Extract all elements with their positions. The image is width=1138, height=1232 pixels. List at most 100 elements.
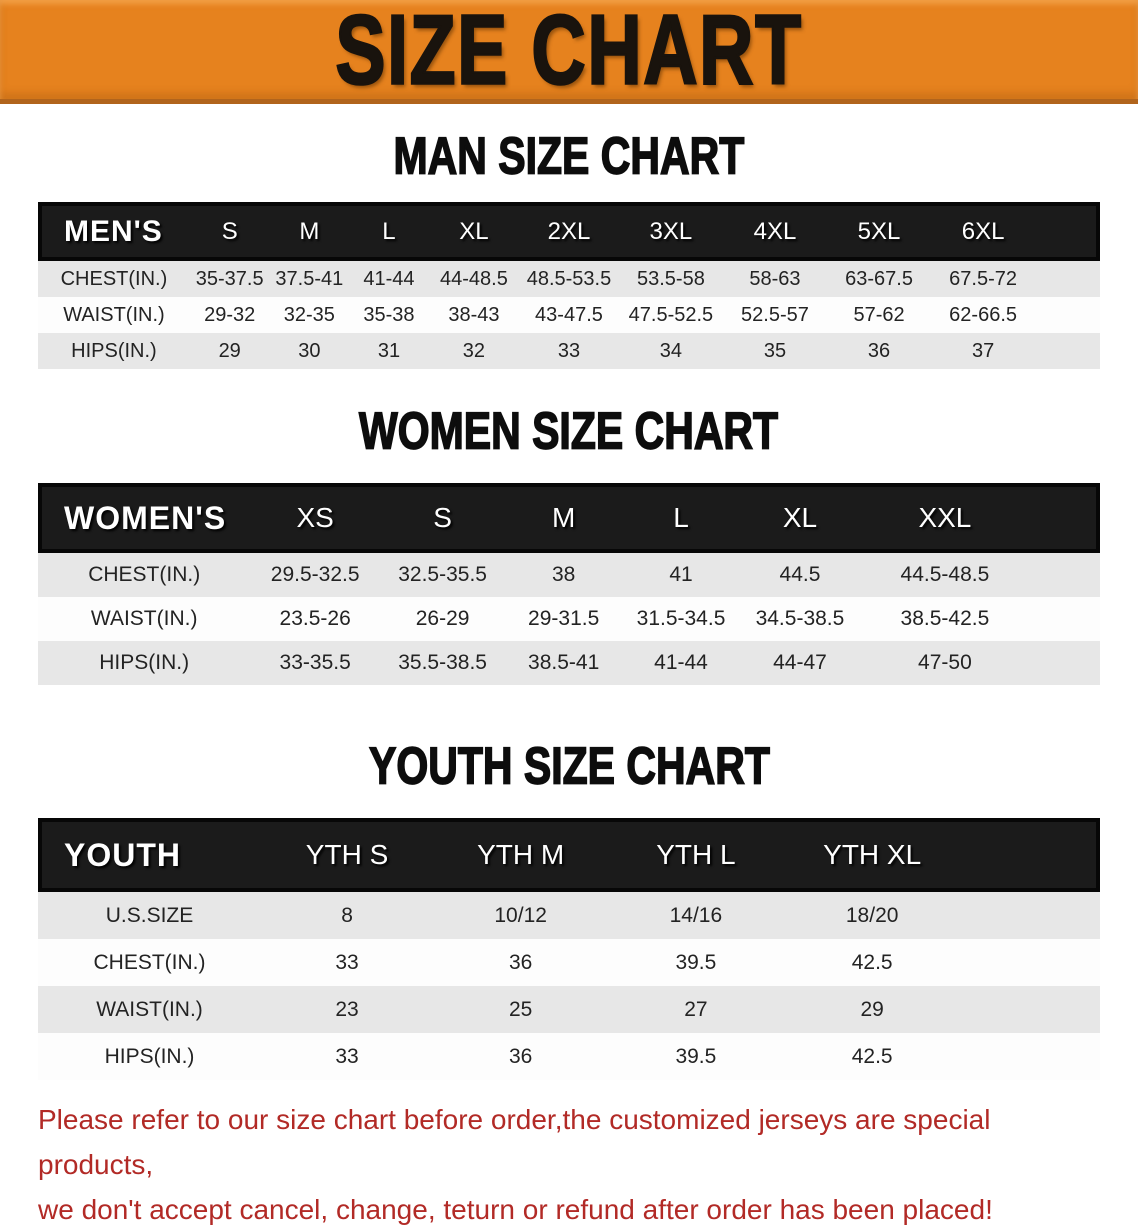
row-label: WAIST(IN.): [38, 297, 190, 333]
row-label: WAIST(IN.): [38, 986, 262, 1033]
table-cell: 29: [189, 333, 270, 369]
table-row: CHEST(IN.) 29.5-32.5 32.5-35.5 38 41 44.5 44.5…: [38, 553, 1100, 597]
column-header: 2XL: [519, 202, 619, 261]
table-cell: 14/16: [608, 892, 784, 939]
table-cell: 32-35: [269, 297, 350, 333]
table-cell: 38.5-41: [505, 641, 623, 685]
table-cell: 33: [519, 333, 619, 369]
section-heading-text: MAN SIZE CHART: [393, 126, 745, 186]
section-heading-youth: YOUTH SIZE CHART: [0, 739, 1138, 793]
table-row: HIPS(IN.) 33 36 39.5 42.5: [38, 1033, 1100, 1080]
table-cell: 29.5-32.5: [250, 553, 380, 597]
table-cell: 37.5-41: [269, 261, 350, 297]
disclaimer: Please refer to our size chart before or…: [0, 1097, 1138, 1232]
row-label: WAIST(IN.): [38, 597, 251, 641]
table-cell: 32: [428, 333, 520, 369]
men-size-section: MAN SIZE CHART MEN'S S M L XL 2XL 3XL 4XL 5XL 6XL…: [0, 126, 1138, 369]
table-row: WAIST(IN.) 23 25 27 29: [38, 986, 1100, 1033]
row-label: HIPS(IN.): [38, 641, 251, 685]
women-size-section: WOMEN SIZE CHART WOMEN'S XS S M L XL XXL CHEST(…: [0, 404, 1138, 685]
table-cell: 67.5-72: [931, 261, 1036, 297]
table-cell: 26-29: [379, 597, 506, 641]
spacer-cell: [960, 818, 1100, 892]
column-header: L: [349, 202, 429, 261]
row-label: CHEST(IN.): [38, 553, 251, 597]
table-cell: 31.5-34.5: [622, 597, 740, 641]
table-cell: 62-66.5: [931, 297, 1036, 333]
table-row: HIPS(IN.) 29 30 31 32 33 34 35 36 37: [38, 333, 1100, 369]
size-header-row: MEN'S S M L XL 2XL 3XL 4XL 5XL 6XL: [38, 202, 1100, 261]
column-header: XL: [428, 202, 520, 261]
spacer-cell: [1029, 641, 1100, 685]
column-header: YTH M: [433, 818, 609, 892]
youth-size-section: YOUTH SIZE CHART YOUTH YTH S YTH M YTH L YTH…: [0, 739, 1138, 1080]
table-cell: 44.5: [739, 553, 860, 597]
disclaimer-line: we don't accept cancel, change, teturn o…: [38, 1194, 993, 1225]
table-cell: 36: [433, 1033, 609, 1080]
table-cell: 47.5-52.5: [618, 297, 723, 333]
table-cell: 29: [783, 986, 961, 1033]
table-row: HIPS(IN.) 33-35.5 35.5-38.5 38.5-41 41-44 44-…: [38, 641, 1100, 685]
table-cell: 44-47: [739, 641, 860, 685]
column-header: YTH S: [261, 818, 434, 892]
table-title-cell: YOUTH: [38, 818, 262, 892]
table-cell: 35.5-38.5: [379, 641, 506, 685]
table-cell: 18/20: [783, 892, 961, 939]
row-label: HIPS(IN.): [38, 333, 190, 369]
table-cell: 27: [608, 986, 784, 1033]
table-cell: 41-44: [349, 261, 429, 297]
table-cell: 34: [618, 333, 723, 369]
column-header: 5XL: [827, 202, 932, 261]
row-label: CHEST(IN.): [38, 939, 262, 986]
table-cell: 32.5-35.5: [379, 553, 506, 597]
table-cell: 10/12: [433, 892, 609, 939]
column-header: YTH XL: [783, 818, 961, 892]
table-cell: 41-44: [622, 641, 740, 685]
men-size-table: MEN'S S M L XL 2XL 3XL 4XL 5XL 6XL CHEST(IN.) 35-37…: [38, 202, 1100, 369]
spacer-cell: [1035, 297, 1100, 333]
spacer-cell: [1035, 261, 1100, 297]
row-label: CHEST(IN.): [38, 261, 190, 297]
column-header: YTH L: [608, 818, 784, 892]
table-cell: 42.5: [783, 1033, 961, 1080]
table-cell: 33: [261, 1033, 434, 1080]
column-header: 6XL: [931, 202, 1036, 261]
column-header: M: [505, 483, 623, 553]
table-row: WAIST(IN.) 23.5-26 26-29 29-31.5 31.5-34.5 34…: [38, 597, 1100, 641]
table-cell: 31: [349, 333, 429, 369]
table-cell: 8: [261, 892, 434, 939]
table-cell: 33: [261, 939, 434, 986]
table-cell: 33-35.5: [250, 641, 380, 685]
spacer-cell: [1029, 483, 1100, 553]
size-header-row: WOMEN'S XS S M L XL XXL: [38, 483, 1100, 553]
table-cell: 29-31.5: [505, 597, 623, 641]
column-header: XXL: [859, 483, 1030, 553]
column-header: S: [189, 202, 270, 261]
table-title-cell: MEN'S: [38, 202, 190, 261]
spacer-cell: [1029, 553, 1100, 597]
table-title-cell: WOMEN'S: [38, 483, 251, 553]
column-header: 4XL: [722, 202, 827, 261]
table-cell: 37: [931, 333, 1036, 369]
table-cell: 41: [622, 553, 740, 597]
spacer-cell: [1035, 202, 1100, 261]
table-cell: 38: [505, 553, 623, 597]
table-cell: 29-32: [189, 297, 270, 333]
banner-title: SIZE CHART: [334, 0, 803, 105]
table-cell: 39.5: [608, 1033, 784, 1080]
column-header: 3XL: [618, 202, 723, 261]
table-cell: 35-37.5: [189, 261, 270, 297]
disclaimer-line: Please refer to our size chart before or…: [38, 1104, 991, 1180]
column-header: S: [379, 483, 506, 553]
table-cell: 38-43: [428, 297, 520, 333]
table-cell: 44.5-48.5: [859, 553, 1030, 597]
table-cell: 25: [433, 986, 609, 1033]
table-cell: 44-48.5: [428, 261, 520, 297]
table-cell: 52.5-57: [722, 297, 827, 333]
table-cell: 47-50: [859, 641, 1030, 685]
table-cell: 53.5-58: [618, 261, 723, 297]
row-label: HIPS(IN.): [38, 1033, 262, 1080]
table-cell: 38.5-42.5: [859, 597, 1030, 641]
table-cell: 39.5: [608, 939, 784, 986]
table-cell: 48.5-53.5: [519, 261, 619, 297]
